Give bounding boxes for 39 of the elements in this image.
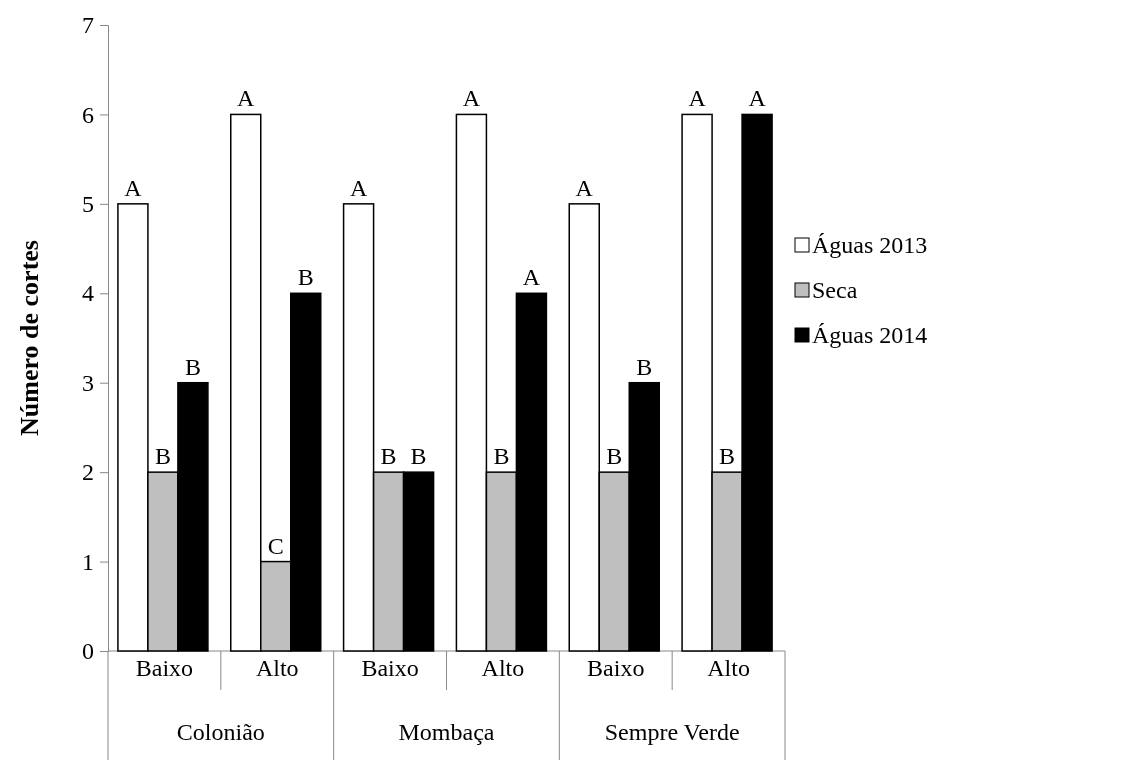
data-label: B [606, 443, 623, 470]
x-tick-label: Alto [255, 655, 299, 681]
y-tick-label: 0 [82, 638, 94, 665]
legend-label: Águas 2014 [812, 322, 928, 348]
data-label: B [184, 353, 201, 380]
x-tick-label: Alto [707, 655, 750, 681]
data-label: A [575, 174, 594, 201]
data-label: A [688, 85, 707, 112]
text: Sempre Verde [604, 719, 740, 745]
y-tick-label: 1 [82, 548, 94, 575]
y-tick-label: 3 [82, 369, 94, 396]
data-label: A [522, 264, 541, 291]
legend-label: Seca [812, 277, 858, 303]
y-tick-label: 7 [82, 12, 94, 39]
x-tick-label: Baixo [587, 655, 645, 681]
x-tick-label: Baixo [135, 655, 194, 681]
data-label: A [462, 85, 481, 112]
data-label: B [636, 353, 653, 380]
legend-label: Águas 2013 [812, 232, 928, 258]
data-label: B [719, 443, 736, 470]
y-tick-label: 6 [82, 101, 94, 128]
y-tick-label: 2 [82, 459, 94, 486]
data-label: B [493, 443, 510, 470]
data-label: B [154, 443, 171, 470]
data-label: B [410, 443, 427, 470]
text: Colonião [176, 719, 265, 745]
data-label: A [237, 85, 256, 112]
text: Mombaça [398, 719, 495, 745]
data-label: A [748, 85, 767, 112]
data-label: A [124, 174, 143, 201]
y-tick-label: 5 [82, 191, 94, 218]
data-label: B [380, 443, 397, 470]
data-label: A [349, 174, 368, 201]
x-tick-label: Baixo [361, 655, 419, 681]
y-axis-title: Número de cortes [15, 240, 44, 436]
x-tick-label: Alto [481, 655, 525, 681]
data-label: C [267, 532, 284, 559]
y-tick-label: 4 [82, 280, 94, 307]
data-label: B [297, 264, 314, 291]
